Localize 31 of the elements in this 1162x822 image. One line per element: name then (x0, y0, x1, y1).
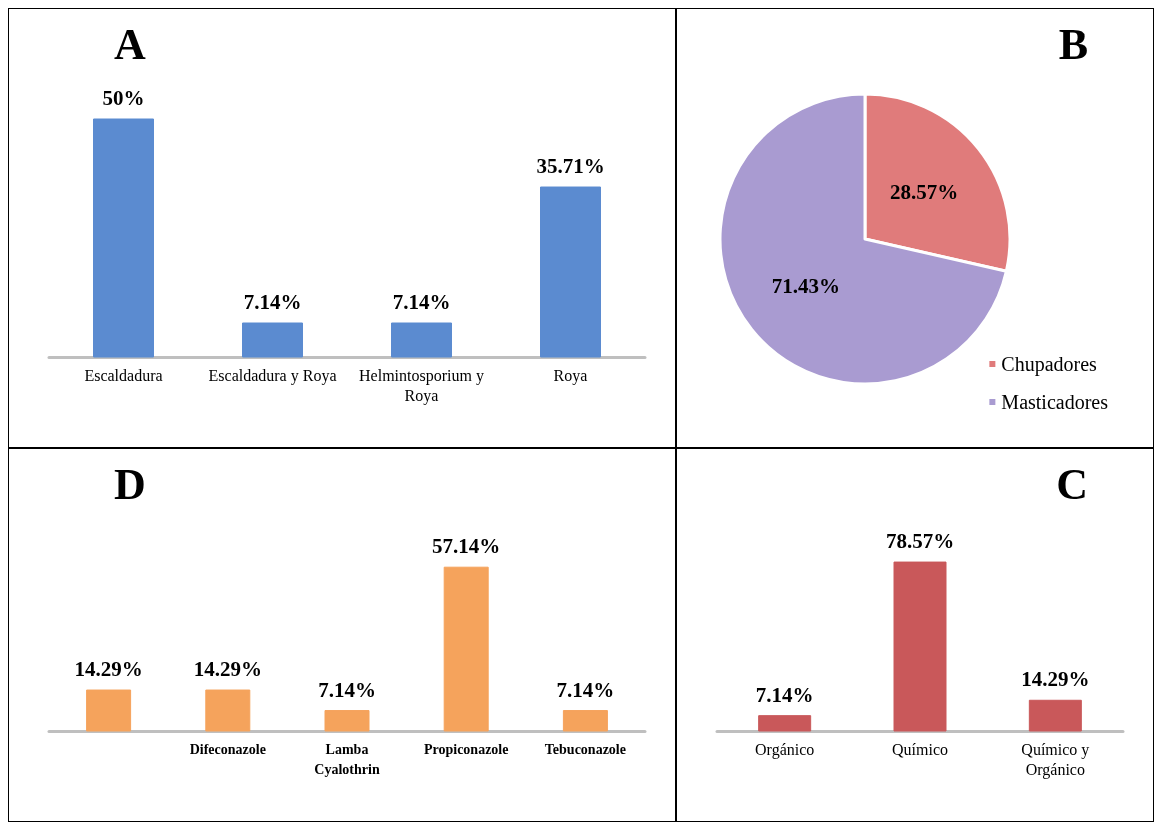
x-tick-label: Propiconazole (423, 741, 509, 757)
x-tick-label: Lamba Cyalothrin (314, 741, 380, 777)
data-label: 7.14% (556, 677, 615, 702)
data-label: 57.14% (432, 534, 501, 559)
data-label: 7.14% (318, 677, 376, 702)
data-label: 28.57% (889, 179, 959, 204)
x-tick-label: Escaldadura y Roya (208, 366, 337, 385)
x-tick-label: Difeconazole (189, 741, 266, 757)
data-label: 14.29% (74, 657, 143, 682)
data-label: 7.14% (755, 682, 814, 707)
chart-title: B (1058, 19, 1089, 69)
data-label: 35.71% (536, 154, 605, 179)
legend-label: Masticadores (1001, 391, 1109, 413)
x-tick-label: Orgánico (755, 740, 815, 759)
legend-label: Chupadores (1001, 353, 1098, 376)
chart-title: C (1056, 459, 1089, 509)
data-label: 71.43% (771, 274, 841, 299)
data-label: 14.29% (1021, 667, 1090, 692)
data-label: 14.29% (193, 657, 262, 682)
x-tick-label: Helmintosporium y Roya (359, 366, 484, 405)
x-tick-label: Escaldadura (84, 366, 163, 384)
x-tick-label: Químico (892, 740, 948, 758)
data-label: 7.14% (243, 290, 302, 315)
x-tick-label: Roya (553, 366, 588, 385)
x-tick-label: Tebuconazole (544, 741, 626, 757)
chart-title: D (114, 459, 146, 509)
data-label: 7.14% (392, 290, 451, 315)
chart-title: A (114, 19, 146, 69)
data-label: 50% (102, 86, 145, 110)
data-label: 78.57% (885, 529, 955, 554)
x-tick-label: Químico y Orgánico (1021, 740, 1090, 779)
